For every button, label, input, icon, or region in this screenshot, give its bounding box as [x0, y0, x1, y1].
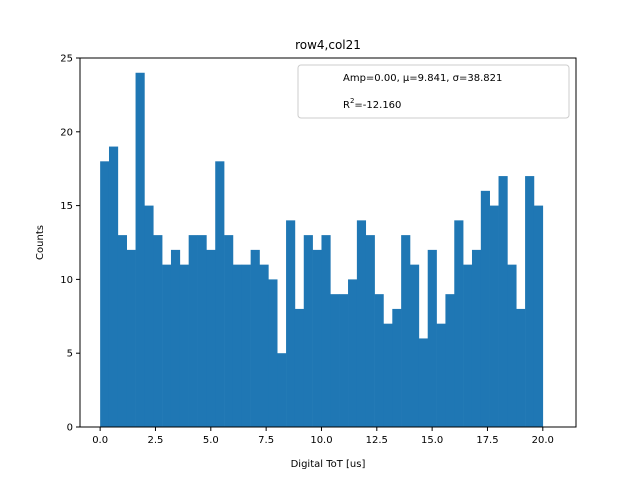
histogram-bar — [259, 264, 269, 427]
histogram-bar — [179, 264, 189, 427]
histogram-bar — [507, 264, 517, 427]
histogram-bar — [418, 338, 429, 427]
histogram-bar — [401, 235, 411, 427]
bars-group — [100, 72, 544, 427]
histogram-bar — [436, 323, 446, 427]
x-tick-label: 5.0 — [203, 435, 219, 446]
histogram-bar — [471, 249, 482, 427]
histogram-bar — [365, 235, 375, 427]
chart-title: row4,col21 — [295, 38, 361, 52]
histogram-bar — [232, 264, 243, 427]
x-axis-ticks: 0.0 2.5 5.0 7.5 10.0 12.5 15.0 17.5 20.0 — [92, 427, 554, 446]
histogram-bar — [480, 190, 490, 427]
histogram-bar — [108, 146, 119, 427]
x-tick-label: 12.5 — [366, 435, 388, 446]
histogram-bar — [427, 249, 437, 427]
histogram-bar — [268, 279, 278, 427]
y-tick-label: 0 — [67, 423, 73, 434]
x-tick-label: 10.0 — [310, 435, 332, 446]
y-tick-label: 10 — [60, 275, 73, 286]
histogram-bar — [224, 235, 234, 427]
x-tick-label: 15.0 — [421, 435, 443, 446]
legend-box — [297, 64, 570, 119]
histogram-bar — [100, 161, 110, 427]
histogram-bar — [286, 220, 296, 427]
histogram-bar — [215, 161, 225, 427]
histogram-bar — [303, 235, 313, 427]
x-tick-label: 2.5 — [148, 435, 164, 446]
legend: Amp=0.00, μ=9.841, σ=38.821 R2=-12.160 — [297, 64, 570, 119]
y-tick-label: 5 — [67, 349, 73, 360]
histogram-bar — [312, 249, 322, 427]
histogram-bar — [330, 294, 340, 427]
histogram-bar — [135, 72, 145, 427]
x-tick-label: 20.0 — [532, 435, 554, 446]
histogram-bar — [321, 235, 331, 427]
histogram-bar — [489, 205, 499, 427]
histogram-bar — [170, 249, 181, 427]
histogram-bar — [144, 205, 154, 427]
x-tick-label: 7.5 — [258, 435, 274, 446]
histogram-bar — [525, 176, 535, 427]
y-axis-label: Counts — [35, 225, 46, 260]
histogram-bar — [162, 264, 172, 427]
histogram-bar — [241, 264, 251, 427]
histogram-bar — [339, 294, 349, 427]
histogram-bar — [445, 294, 455, 427]
legend-entry-fit-params: Amp=0.00, μ=9.841, σ=38.821 — [343, 73, 502, 84]
r-squared-value: =-12.160 — [354, 100, 401, 111]
x-tick-label: 0.0 — [92, 435, 108, 446]
histogram-bar — [188, 235, 198, 427]
histogram-bar — [516, 308, 526, 427]
y-tick-label: 20 — [60, 127, 73, 138]
histogram-bar — [392, 308, 402, 427]
histogram-bar — [463, 264, 473, 427]
x-axis-label: Digital ToT [us] — [291, 459, 366, 470]
y-axis-ticks: 0 5 10 15 20 25 — [60, 54, 80, 434]
y-tick-label: 25 — [60, 54, 73, 65]
legend-entry-r-squared: R2=-12.160 — [343, 97, 401, 111]
histogram-bar — [383, 323, 393, 427]
histogram-bar — [498, 176, 508, 427]
histogram-bar — [410, 264, 420, 427]
x-tick-label: 17.5 — [476, 435, 498, 446]
histogram-bar — [126, 249, 136, 427]
histogram-bar — [277, 353, 287, 427]
histogram-bar — [197, 235, 207, 427]
y-tick-label: 15 — [60, 201, 73, 212]
histogram-bar — [454, 220, 464, 427]
histogram-bar — [294, 308, 305, 427]
histogram-bar — [533, 205, 544, 427]
histogram-bar — [356, 220, 367, 427]
histogram-bar — [348, 279, 358, 427]
r-squared-superscript: 2 — [350, 97, 354, 105]
histogram-bar — [153, 235, 163, 427]
histogram-bar — [206, 249, 216, 427]
histogram-bar — [117, 235, 127, 427]
histogram-bar — [250, 249, 260, 427]
plot-frame — [79, 57, 577, 428]
histogram-bar — [374, 294, 384, 427]
r-squared-base: R — [343, 100, 350, 111]
